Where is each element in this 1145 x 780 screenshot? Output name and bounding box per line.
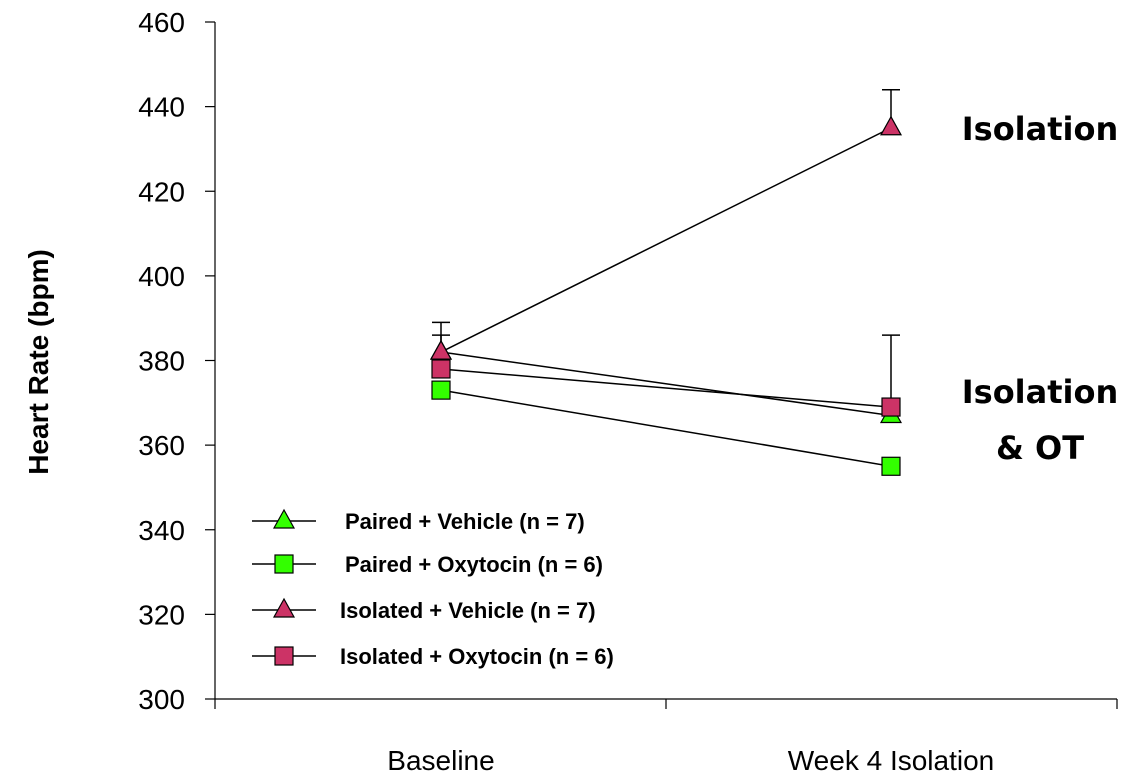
legend: Paired + Vehicle (n = 7) Paired + Oxytoci…	[252, 508, 614, 669]
x-tick-label: Week 4 Isolation	[788, 745, 995, 776]
y-tick-label: 460	[138, 7, 185, 38]
annotation-text: Isolation	[962, 373, 1119, 411]
data-point-marker	[881, 456, 901, 476]
series-line	[440, 368, 892, 408]
annotations: Isolation Isolation & OT	[962, 110, 1119, 467]
legend-marker	[274, 646, 294, 666]
legend-label: Paired + Oxytocin (n = 6)	[345, 552, 603, 577]
legend-label: Isolated + Oxytocin (n = 6)	[340, 644, 614, 669]
legend-marker	[274, 554, 294, 574]
y-ticks: 300 320 340 360 380 400 420 440 460	[138, 7, 215, 715]
error-bars	[432, 88, 900, 408]
y-tick-label: 340	[138, 515, 185, 546]
x-tick-label: Baseline	[387, 745, 494, 776]
data-point-marker	[881, 397, 901, 417]
y-tick-label: 300	[138, 684, 185, 715]
series-line	[440, 351, 892, 417]
y-axis-label: Heart Rate (bpm)	[23, 249, 54, 475]
data-point-marker	[879, 115, 903, 136]
x-ticks: Baseline Week 4 Isolation	[387, 745, 994, 776]
y-tick-label: 440	[138, 92, 185, 123]
data-point-marker	[431, 380, 451, 400]
legend-marker	[272, 597, 296, 618]
legend-label: Paired + Vehicle (n = 7)	[345, 509, 585, 534]
legend-label: Isolated + Vehicle (n = 7)	[340, 598, 596, 623]
y-tick-label: 420	[138, 176, 185, 207]
series-line	[440, 389, 892, 468]
annotation-text: & OT	[996, 429, 1084, 467]
y-tick-label: 320	[138, 599, 185, 630]
data-point-marker	[429, 339, 453, 360]
y-tick-label: 380	[138, 346, 185, 377]
series-line	[440, 127, 892, 353]
y-tick-label: 360	[138, 430, 185, 461]
annotation-text: Isolation	[962, 110, 1119, 148]
data-point-marker	[431, 359, 451, 379]
legend-marker	[272, 508, 296, 529]
series-lines	[440, 127, 892, 468]
series-markers	[429, 115, 903, 476]
y-tick-label: 400	[138, 261, 185, 292]
